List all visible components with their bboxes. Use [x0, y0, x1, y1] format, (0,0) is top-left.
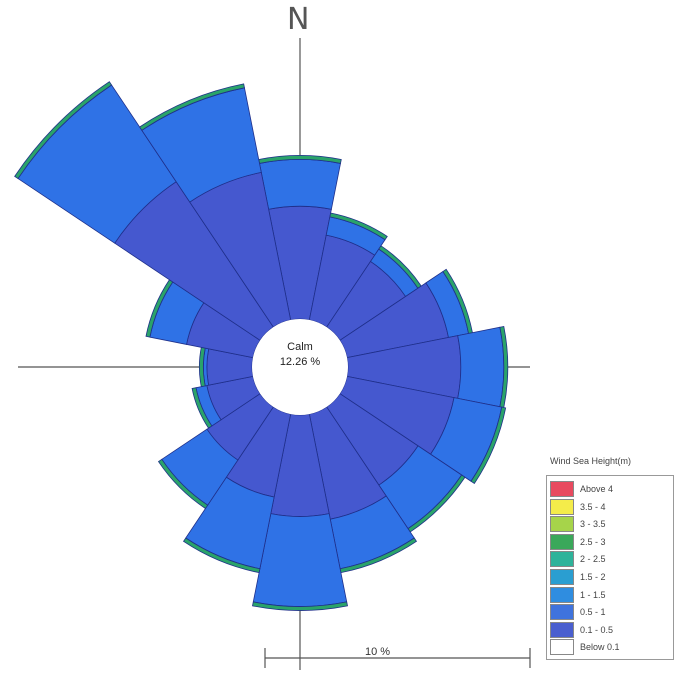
legend-label: 1.5 - 2	[580, 572, 606, 582]
legend-label: 3.5 - 4	[580, 501, 606, 512]
legend-swatch	[550, 481, 574, 497]
legend-label: 3 - 3.5	[580, 519, 606, 530]
scale-bar	[264, 648, 531, 668]
sector-edge-11	[191, 387, 213, 429]
legend-item: 2 - 2.5	[550, 551, 670, 568]
sector-outer-4	[457, 326, 505, 408]
north-label: N	[287, 2, 310, 37]
legend-swatch	[550, 639, 574, 656]
sector-edge-1	[329, 212, 388, 241]
sector-edge-0	[258, 155, 342, 164]
legend-item: 1.5 - 2	[550, 569, 670, 585]
legend-swatch	[550, 586, 574, 603]
legend-frame	[546, 475, 674, 660]
legend-label: Below 0.1	[580, 642, 620, 653]
legend-label: 2.5 - 3	[580, 536, 606, 547]
legend-item: 3 - 3.5	[550, 516, 670, 533]
legend-item: 1 - 1.5	[550, 586, 670, 603]
legend: Wind Sea Height(m) Above 4 3.5 - 4 3 - 3.5…	[546, 456, 676, 662]
rose-sectors	[14, 81, 509, 611]
legend-item: Above 4	[550, 481, 670, 497]
sector-edge-15	[139, 83, 245, 131]
sector-edge-8	[252, 601, 348, 611]
sector-outer-0	[259, 159, 341, 210]
legend-label: 1 - 1.5	[580, 589, 606, 600]
legend-swatch	[550, 516, 574, 533]
legend-item: 0.1 - 0.5	[550, 621, 670, 638]
calm-label: Calm	[287, 341, 313, 353]
sector-edge-10	[157, 458, 209, 510]
legend-swatch	[550, 551, 574, 568]
legend-label: 0.1 - 0.5	[580, 624, 614, 635]
legend-swatch	[550, 569, 574, 585]
legend-swatch	[550, 604, 574, 621]
legend-label: 0.5 - 1	[580, 607, 606, 618]
calm-label-group: Calm 12.26 %	[250, 340, 350, 370]
sector-edge-9	[182, 537, 261, 574]
legend-swatch	[550, 621, 574, 638]
legend-label: Above 4	[580, 484, 614, 494]
legend-label: 2 - 2.5	[580, 554, 606, 565]
legend-item: 0.5 - 1	[550, 604, 670, 621]
legend-title: Wind Sea Height(m)	[550, 456, 632, 466]
legend-swatch	[550, 533, 574, 550]
legend-swatch	[550, 498, 574, 515]
scale-label: 10 %	[365, 646, 391, 658]
calm-value: 12.26 %	[279, 356, 321, 368]
calm-circle	[252, 319, 348, 415]
legend-item: 2.5 - 3	[550, 533, 670, 550]
legend-item: Below 0.1	[550, 639, 670, 656]
sector-edge-5	[470, 406, 507, 485]
legend-item: 3.5 - 4	[550, 498, 670, 515]
sector-edge-14	[14, 81, 113, 180]
